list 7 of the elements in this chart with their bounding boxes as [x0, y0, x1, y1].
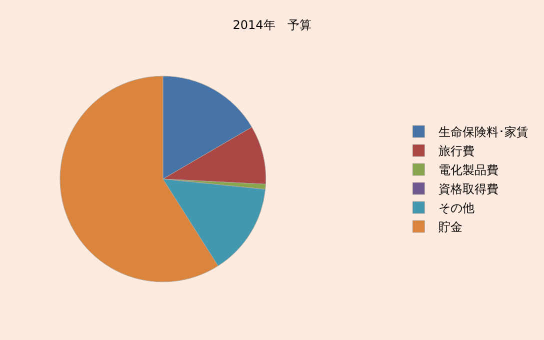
legend-label: 旅行費 [438, 144, 475, 158]
legend-label: 生命保険料･家賃 [438, 125, 529, 140]
legend-label: 貯金 [438, 220, 463, 234]
legend-label: 資格取得費 [438, 182, 499, 196]
legend-label: 電化製品費 [438, 163, 499, 178]
chart-title: 2014年 予算 [232, 18, 312, 32]
legend-label: その他 [438, 201, 475, 216]
